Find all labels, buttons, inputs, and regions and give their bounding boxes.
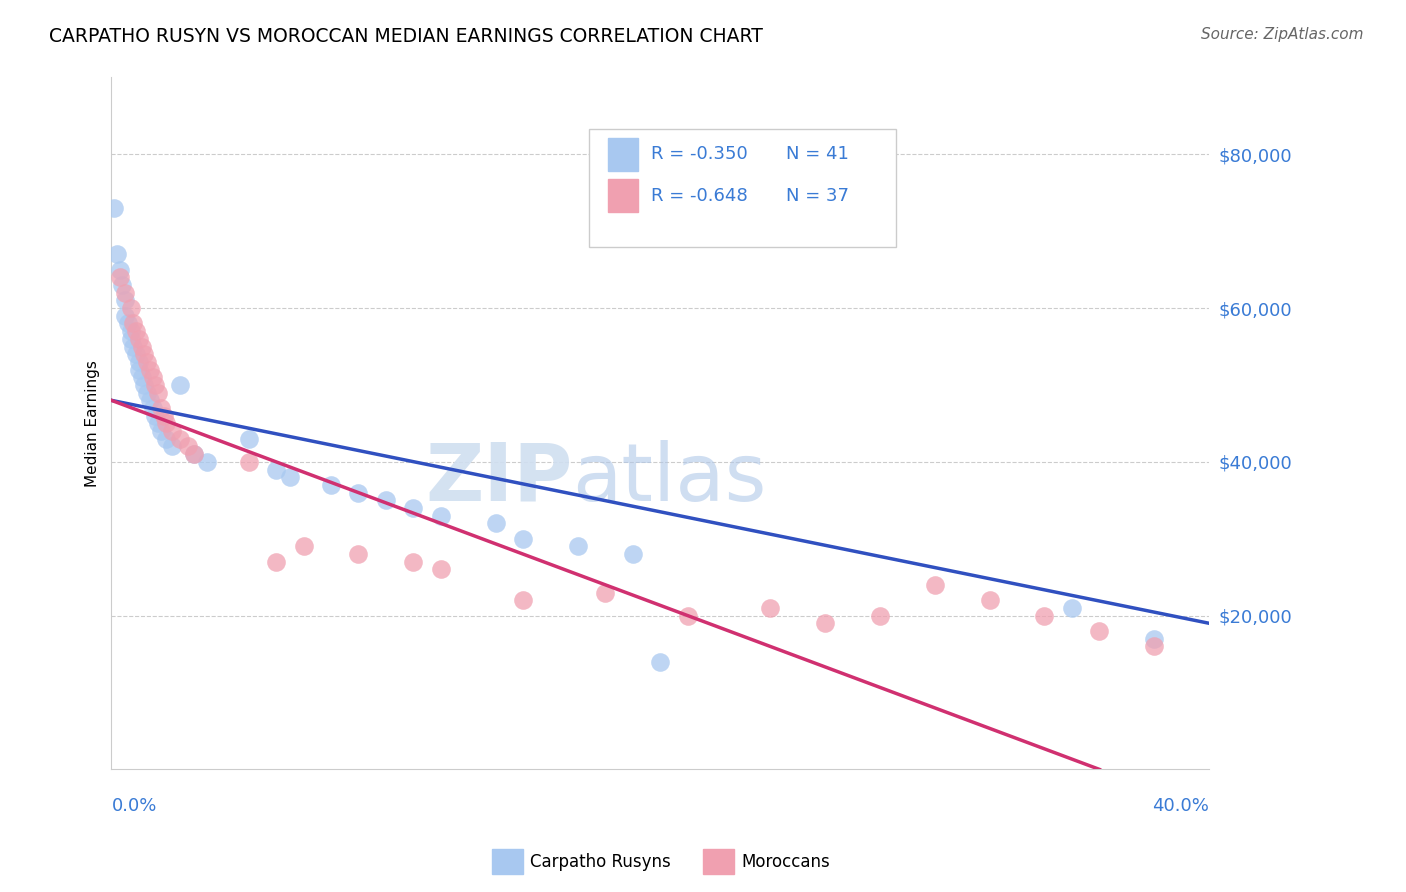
Point <box>143 409 166 423</box>
Text: CARPATHO RUSYN VS MOROCCAN MEDIAN EARNINGS CORRELATION CHART: CARPATHO RUSYN VS MOROCCAN MEDIAN EARNIN… <box>49 27 763 45</box>
Text: Carpatho Rusyns: Carpatho Rusyns <box>530 853 671 871</box>
Point <box>1143 632 1166 646</box>
Point <box>814 616 837 631</box>
Point <box>484 516 506 531</box>
Point <box>103 201 125 215</box>
Point <box>759 601 782 615</box>
Point <box>429 508 451 523</box>
Point <box>128 362 150 376</box>
Point <box>169 378 191 392</box>
Point <box>319 478 342 492</box>
Point <box>183 447 205 461</box>
Point <box>128 355 150 369</box>
Point <box>402 555 425 569</box>
Text: atlas: atlas <box>572 440 766 517</box>
Point <box>134 378 156 392</box>
Y-axis label: Median Earnings: Median Earnings <box>86 360 100 487</box>
Text: N = 41: N = 41 <box>786 145 849 163</box>
Point <box>114 309 136 323</box>
Point <box>869 608 891 623</box>
Point <box>111 278 134 293</box>
Text: ZIP: ZIP <box>425 440 572 517</box>
Point <box>122 339 145 353</box>
Point <box>114 293 136 308</box>
Point <box>429 562 451 576</box>
Point <box>146 417 169 431</box>
Point <box>155 417 177 431</box>
Text: N = 37: N = 37 <box>786 186 849 205</box>
Point <box>120 301 142 315</box>
Point <box>152 409 174 423</box>
Bar <box>607 137 638 171</box>
Point <box>650 655 672 669</box>
Point <box>139 393 162 408</box>
Point <box>238 455 260 469</box>
Point <box>512 532 534 546</box>
Point <box>142 370 165 384</box>
Point <box>374 493 396 508</box>
Bar <box>607 179 638 212</box>
Point <box>676 608 699 623</box>
Text: 40.0%: 40.0% <box>1153 797 1209 815</box>
Point <box>120 324 142 338</box>
Point <box>595 585 617 599</box>
Text: Moroccans: Moroccans <box>741 853 830 871</box>
Point <box>108 270 131 285</box>
Point <box>105 247 128 261</box>
Point <box>160 440 183 454</box>
Point <box>197 455 219 469</box>
Point <box>238 432 260 446</box>
Point <box>134 347 156 361</box>
Point <box>142 401 165 415</box>
Point <box>108 262 131 277</box>
Point <box>177 440 200 454</box>
Point <box>979 593 1001 607</box>
Point <box>264 462 287 476</box>
Point <box>155 432 177 446</box>
Point <box>128 332 150 346</box>
Point <box>1088 624 1111 638</box>
Point <box>139 362 162 376</box>
Point <box>131 339 153 353</box>
Text: R = -0.648: R = -0.648 <box>651 186 748 205</box>
Point <box>131 370 153 384</box>
Text: 0.0%: 0.0% <box>111 797 157 815</box>
Point <box>621 547 644 561</box>
Point <box>160 424 183 438</box>
Text: R = -0.350: R = -0.350 <box>651 145 748 163</box>
FancyBboxPatch shape <box>589 129 896 247</box>
Point <box>1033 608 1056 623</box>
Point <box>402 500 425 515</box>
Point <box>120 332 142 346</box>
Point <box>1060 601 1083 615</box>
Point <box>122 317 145 331</box>
Point <box>567 540 589 554</box>
Point <box>136 355 159 369</box>
Point <box>347 547 370 561</box>
Point <box>136 385 159 400</box>
Point <box>183 447 205 461</box>
Point <box>143 378 166 392</box>
Point <box>1143 640 1166 654</box>
Point <box>114 285 136 300</box>
Point <box>924 578 946 592</box>
Text: Source: ZipAtlas.com: Source: ZipAtlas.com <box>1201 27 1364 42</box>
Point <box>169 432 191 446</box>
Point <box>512 593 534 607</box>
Point <box>347 485 370 500</box>
Point <box>117 317 139 331</box>
Point <box>292 540 315 554</box>
Point <box>264 555 287 569</box>
Point <box>146 385 169 400</box>
Point <box>278 470 301 484</box>
Point <box>149 424 172 438</box>
Point <box>125 347 148 361</box>
Point <box>125 324 148 338</box>
Point <box>149 401 172 415</box>
